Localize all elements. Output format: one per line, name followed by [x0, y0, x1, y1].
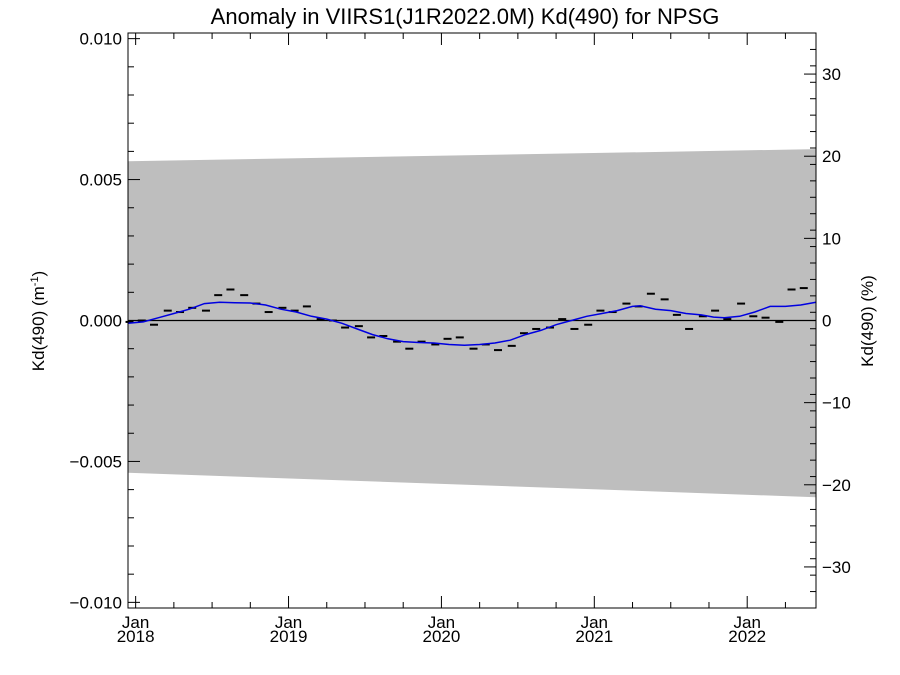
x-tick-year-label: 2021: [575, 627, 613, 646]
x-tick-month-label: Jan: [428, 613, 455, 632]
left-tick-label: −0.010: [70, 593, 122, 612]
x-tick-month-label: Jan: [733, 613, 760, 632]
left-y-axis: 0.010 0.005 0.000 −0.005 −0.010: [70, 30, 140, 612]
left-tick-label: 0.010: [79, 30, 122, 49]
x-tick-year-label: 2018: [117, 627, 155, 646]
x-tick-year-label: 2019: [270, 627, 308, 646]
right-tick-label: 0: [822, 312, 831, 331]
series-layer: [125, 287, 817, 352]
left-y-axis-label: Kd(490) (m-1): [29, 271, 48, 371]
right-y-axis-label: Kd(490) (%): [858, 275, 877, 367]
x-tick-year-label: 2022: [728, 627, 766, 646]
x-tick-month-label: Jan: [581, 613, 608, 632]
uncertainty-band: [128, 149, 816, 498]
left-tick-label: −0.005: [70, 452, 122, 471]
right-tick-label: 10: [822, 229, 841, 248]
right-y-axis: 30 20 10 0 −10 −20 −30: [804, 32, 851, 609]
right-tick-label: −30: [822, 558, 851, 577]
right-tick-label: 30: [822, 65, 841, 84]
x-tick-month-label: Jan: [122, 613, 149, 632]
right-tick-label: −10: [822, 394, 851, 413]
left-tick-label: 0.005: [79, 171, 122, 190]
left-tick-label: 0.000: [79, 312, 122, 331]
band-area: [128, 149, 816, 498]
x-tick-month-label: Jan: [275, 613, 302, 632]
right-tick-label: 20: [822, 147, 841, 166]
smoothed-anomaly-line: [127, 301, 817, 347]
right-tick-label: −20: [822, 476, 851, 495]
chart-title: Anomaly in VIIRS1(J1R2022.0M) Kd(490) fo…: [211, 4, 720, 29]
x-tick-year-label: 2020: [423, 627, 461, 646]
